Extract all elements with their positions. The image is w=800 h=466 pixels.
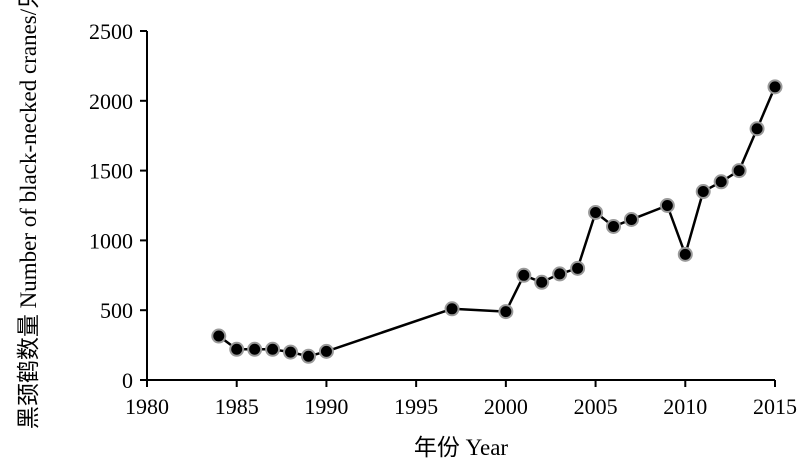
x-tick-label: 2010 [663,394,707,419]
y-tick-label: 2500 [89,19,133,44]
data-point [731,163,747,179]
data-point [767,79,783,95]
data-point [695,184,711,200]
data-point [677,246,693,262]
data-point [444,301,460,317]
data-point [570,260,586,276]
y-tick-label: 1500 [89,159,133,184]
x-tick-label: 1985 [215,394,259,419]
series-layer [211,79,783,364]
data-point [749,121,765,137]
data-point [498,304,514,320]
x-tick-label: 2000 [484,394,528,419]
data-point [606,218,622,234]
data-point [211,328,227,344]
data-point [516,267,532,283]
data-point [552,266,568,282]
data-point [623,211,639,227]
y-axis-title: 黑颈鹤数量 Number of black-necked cranes/只 [16,0,41,429]
y-tick-label: 1000 [89,228,133,253]
axes [146,31,775,381]
y-tick-label: 2000 [89,89,133,114]
data-point [300,348,316,364]
x-tick-label: 2005 [574,394,618,419]
data-point [283,344,299,360]
data-point [229,341,245,357]
data-point [588,204,604,220]
series-line [218,86,777,358]
x-tick-label: 1995 [394,394,438,419]
y-tick-label: 500 [100,298,133,323]
x-tick-label: 1990 [304,394,348,419]
x-tick-label: 1980 [125,394,169,419]
data-point [713,174,729,190]
y-ticks: 0 500 1000 1500 2000 2500 [89,19,147,393]
x-ticks: 1980 1985 1990 1995 2000 2005 2010 2015 [125,380,797,419]
x-axis-title: 年份 Year [414,435,508,460]
data-point [247,341,263,357]
y-tick-label: 0 [122,368,133,393]
data-point [534,274,550,290]
data-point [318,343,334,359]
data-point [659,198,675,213]
data-point [265,341,281,357]
x-tick-label: 2015 [753,394,797,419]
